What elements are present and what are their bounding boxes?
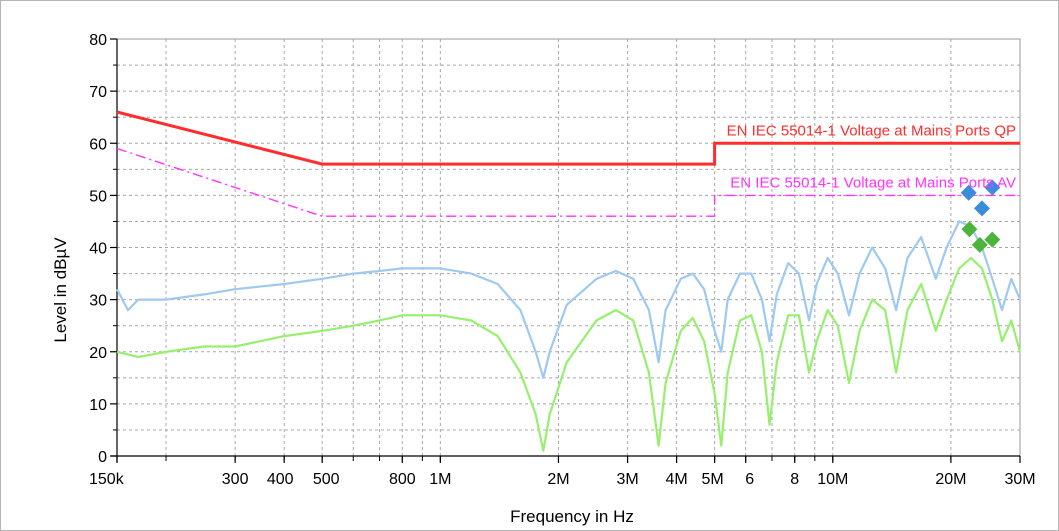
y-tick-label: 70 — [89, 84, 107, 101]
peak-marker — [984, 179, 1001, 196]
limit-line-label: EN IEC 55014-1 Voltage at Mains Ports QP — [727, 122, 1016, 139]
peak-marker — [960, 184, 977, 201]
y-axis-title: Level in dBµV — [51, 237, 70, 343]
y-tick-label: 80 — [89, 32, 107, 49]
x-tick-label: 300 — [222, 471, 249, 488]
axes — [110, 38, 1021, 463]
series-line-1 — [116, 220, 1022, 379]
series-line-2 — [116, 256, 1022, 452]
x-tick-label: 8 — [790, 471, 799, 488]
x-tick-label: 1M — [429, 471, 451, 488]
x-tick-label: 150k — [89, 471, 125, 488]
peak-marker — [984, 231, 1001, 248]
x-axis-title: Frequency in Hz — [510, 507, 634, 526]
x-tick-label: 30M — [1004, 471, 1035, 488]
x-tick-label: 4M — [665, 471, 687, 488]
y-tick-label: 10 — [89, 397, 107, 414]
x-tick-label: 3M — [616, 471, 638, 488]
peak-markers — [960, 179, 1001, 253]
x-tick-label: 10M — [817, 471, 848, 488]
y-tick-label: 0 — [98, 449, 107, 466]
peak-marker — [973, 200, 990, 217]
limit-lines — [116, 110, 1020, 217]
x-tick-label: 5M — [702, 471, 724, 488]
limit-line-1 — [116, 110, 1020, 166]
y-tick-label: 60 — [89, 136, 107, 153]
y-tick-label: 40 — [89, 241, 107, 258]
tick-labels: 0 10 20 30 40 50 60 70 80 150k 300 400 500 800 1M 2M 3M 4… — [89, 32, 1036, 488]
limit-line-2 — [116, 147, 1020, 217]
x-tick-label: 800 — [389, 471, 416, 488]
peak-marker — [961, 221, 978, 238]
measurement-series — [116, 220, 1022, 452]
grid — [116, 38, 1021, 457]
limit-line-label: EN IEC 55014-1 Voltage at Mains Ports AV — [730, 174, 1016, 191]
x-tick-label: 2M — [547, 471, 569, 488]
y-tick-label: 50 — [89, 188, 107, 205]
x-tick-label: 500 — [313, 471, 340, 488]
x-tick-label: 20M — [935, 471, 966, 488]
x-tick-label: 400 — [267, 471, 294, 488]
y-tick-label: 30 — [89, 293, 107, 310]
peak-marker — [971, 236, 988, 253]
y-tick-label: 20 — [89, 345, 107, 362]
x-tick-label: 6 — [745, 471, 754, 488]
